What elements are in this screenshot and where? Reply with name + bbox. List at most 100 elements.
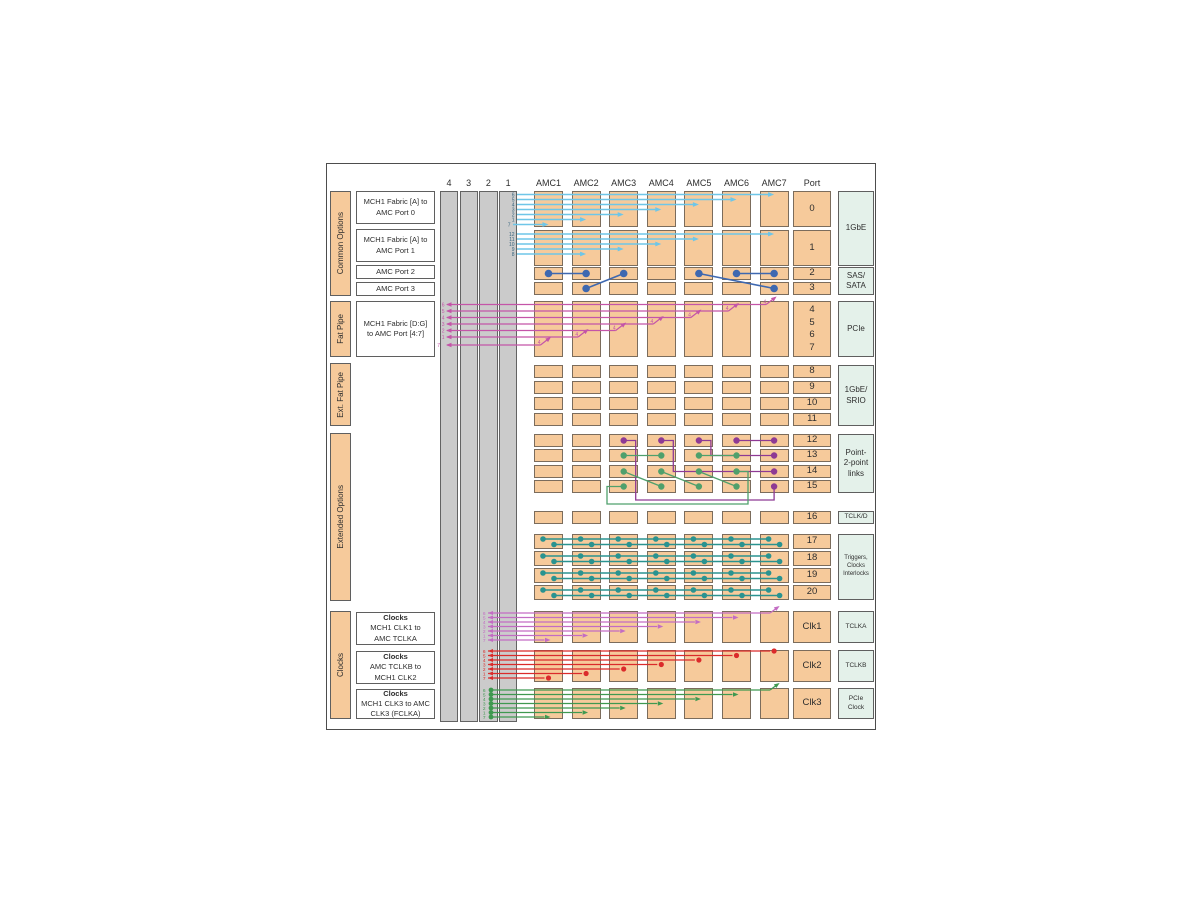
box-amc5-p13 bbox=[684, 449, 714, 462]
label-box-clk1-label: Clocks MCH1 CLK1 to AMC TCLKA bbox=[356, 612, 435, 645]
box-amc7-p18 bbox=[759, 551, 789, 566]
box-amc4-clk2 bbox=[646, 650, 676, 682]
box-amc4-p10 bbox=[646, 397, 676, 410]
port-number: 17 bbox=[806, 535, 818, 547]
box-amc4-fat bbox=[646, 301, 676, 357]
box-amc7-p19 bbox=[759, 568, 789, 583]
box-amc6-p14 bbox=[722, 465, 751, 478]
port-column-header: Port bbox=[803, 178, 821, 188]
box-amc6-p11 bbox=[722, 413, 751, 426]
box-amc6-p2 bbox=[722, 267, 751, 280]
service-label-line: 2-point bbox=[843, 458, 869, 468]
service-label-line: TCLK/D bbox=[844, 513, 868, 521]
group-label-text: Common Options bbox=[336, 212, 345, 275]
service-label-1gbe-srio: 1GbE/SRIO bbox=[838, 365, 874, 426]
mch-column-3 bbox=[459, 191, 478, 722]
box-amc1-p9 bbox=[534, 381, 563, 394]
service-label-line: TCLKB bbox=[845, 661, 867, 669]
mch-column-4 bbox=[440, 191, 459, 722]
port-box-13: 13 bbox=[793, 449, 831, 462]
box-amc3-p19 bbox=[609, 568, 639, 583]
service-label-line: Triggers, bbox=[844, 555, 868, 562]
box-amc3-p12 bbox=[609, 434, 639, 447]
box-amc1-p1 bbox=[534, 230, 563, 266]
box-amc6-p1 bbox=[722, 230, 751, 266]
label-box-line: MCH1 Fabric [A] to bbox=[363, 235, 428, 245]
service-label-1gbe: 1GbE bbox=[838, 191, 874, 266]
port-number: Clk2 bbox=[802, 659, 822, 671]
port-box-15: 15 bbox=[793, 480, 831, 493]
box-amc4-p17 bbox=[646, 534, 676, 549]
box-amc2-p3 bbox=[571, 282, 601, 295]
box-amc2-p15 bbox=[571, 480, 601, 493]
service-label-p2p-links: Point- 2-point links bbox=[838, 434, 874, 493]
box-amc7-p14 bbox=[759, 465, 789, 478]
box-amc7-p10 bbox=[759, 397, 789, 410]
box-amc2-clk2 bbox=[571, 650, 601, 682]
box-amc4-p20 bbox=[646, 585, 676, 600]
col-header-mch-2: 2 bbox=[485, 178, 491, 188]
port-box-1: 1 bbox=[793, 230, 831, 266]
box-amc1-p20 bbox=[534, 585, 563, 600]
box-amc7-p20 bbox=[759, 585, 789, 600]
col-header-mch-4: 4 bbox=[446, 178, 452, 188]
service-label-line: TCLKA bbox=[845, 622, 867, 630]
port-box-11: 11 bbox=[793, 413, 831, 426]
box-amc5-p1 bbox=[684, 230, 714, 266]
box-amc7-p8 bbox=[759, 365, 789, 378]
col-header-amc3: AMC3 bbox=[611, 178, 637, 188]
port-number: Clk3 bbox=[802, 697, 822, 709]
box-amc6-fat bbox=[722, 301, 751, 357]
box-amc6-p3 bbox=[722, 282, 751, 295]
box-amc2-p9 bbox=[571, 381, 601, 394]
box-amc2-p20 bbox=[571, 585, 601, 600]
label-box-title: Clocks bbox=[383, 688, 408, 698]
box-amc4-p9 bbox=[646, 381, 676, 394]
port-number: 8 bbox=[809, 365, 815, 377]
box-amc6-p19 bbox=[722, 568, 751, 583]
box-amc1-p3 bbox=[534, 282, 563, 295]
box-amc5-p12 bbox=[684, 434, 714, 447]
box-amc5-fat bbox=[684, 301, 714, 357]
box-amc6-p17 bbox=[722, 534, 751, 549]
box-amc5-p17 bbox=[684, 534, 714, 549]
box-amc4-p8 bbox=[646, 365, 676, 378]
group-label-fat-pipe: Fat Pipe bbox=[330, 301, 351, 357]
box-amc7-p2 bbox=[759, 267, 789, 280]
box-amc2-p1 bbox=[571, 230, 601, 266]
port-number: 11 bbox=[807, 413, 817, 425]
label-box-line: MCH1 CLK1 to bbox=[370, 623, 421, 633]
box-amc6-p0 bbox=[722, 191, 751, 227]
box-amc2-clk1 bbox=[571, 611, 601, 643]
box-amc4-p16 bbox=[646, 511, 676, 524]
box-amc4-clk3 bbox=[646, 688, 676, 719]
box-amc3-p18 bbox=[609, 551, 639, 566]
box-amc5-clk1 bbox=[684, 611, 714, 643]
box-amc1-p15 bbox=[534, 480, 563, 493]
box-amc3-p16 bbox=[609, 511, 639, 524]
box-amc4-p1 bbox=[646, 230, 676, 266]
label-box-fabric-a-port1: MCH1 Fabric [A] to AMC Port 1 bbox=[356, 229, 435, 262]
port-box-19: 19 bbox=[793, 568, 831, 583]
box-amc1-p11 bbox=[534, 413, 563, 426]
box-amc3-p3 bbox=[609, 282, 639, 295]
box-amc1-p18 bbox=[534, 551, 563, 566]
box-amc5-p0 bbox=[684, 191, 714, 227]
group-label-common-options: Common Options bbox=[330, 191, 351, 296]
box-amc7-p15 bbox=[759, 480, 789, 493]
box-amc2-clk3 bbox=[571, 688, 601, 719]
col-header-amc4: AMC4 bbox=[648, 178, 674, 188]
port-box-3: 3 bbox=[793, 282, 831, 295]
box-amc1-p13 bbox=[534, 449, 563, 462]
port-box-18: 18 bbox=[793, 551, 831, 566]
port-box-clk2: Clk2 bbox=[793, 650, 831, 682]
box-amc3-p20 bbox=[609, 585, 639, 600]
port-number: 16 bbox=[806, 511, 818, 523]
box-amc7-fat bbox=[759, 301, 789, 357]
col-header-mch-3: 3 bbox=[466, 178, 472, 188]
port-number: 15 bbox=[806, 480, 818, 492]
box-amc3-clk1 bbox=[609, 611, 639, 643]
label-box-amc-port2: AMC Port 2 bbox=[356, 265, 435, 279]
port-number: 5 bbox=[809, 316, 815, 328]
box-amc3-p15 bbox=[609, 480, 639, 493]
